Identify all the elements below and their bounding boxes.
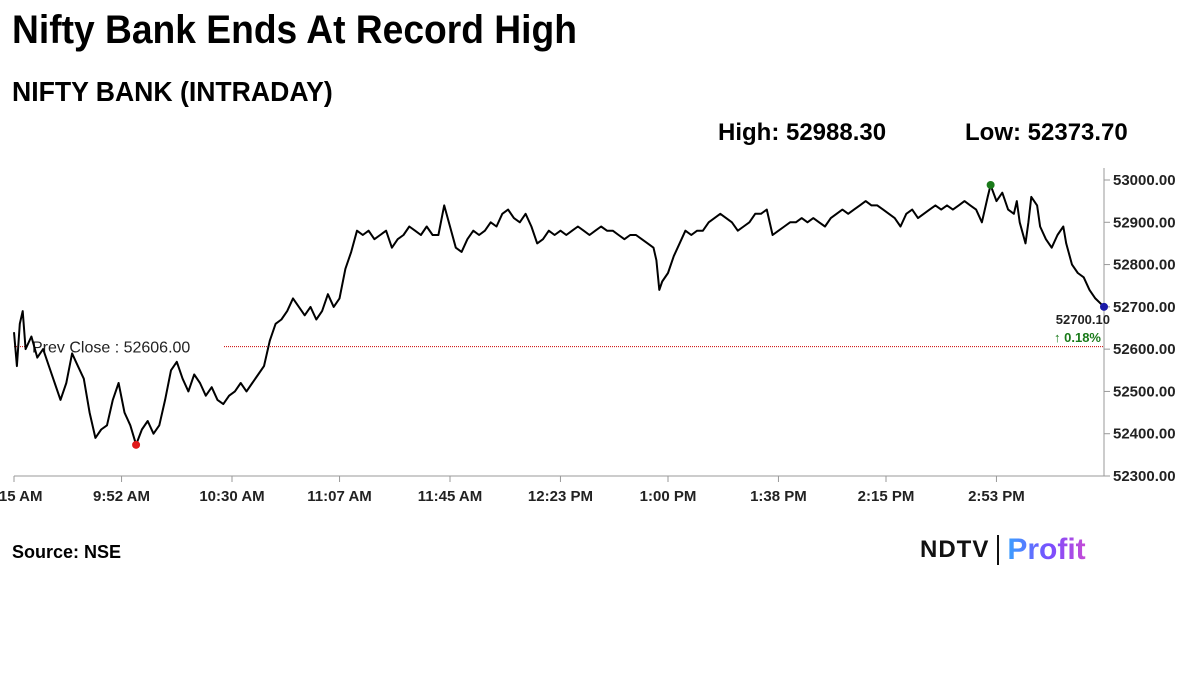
y-tick-label: 52500.00 [1113,383,1176,400]
x-tick-label: 1:38 PM [750,488,807,505]
y-tick-label: 52300.00 [1113,468,1176,485]
x-tick-label: 12:23 PM [528,488,593,505]
x-tick-label: 10:30 AM [199,488,264,505]
source-note: Source: NSE [12,542,122,562]
logo-divider [997,535,1000,565]
last-marker [1100,302,1108,311]
x-tick-label: 9:52 AM [93,488,150,505]
x-tick-label: 2:53 PM [968,488,1025,505]
y-tick-label: 52900.00 [1113,214,1176,231]
x-axis-ticks: 9:15 AM 9:52 AM 10:30 AM 11:07 AM 11:45 AM 12… [0,476,1025,505]
y-tick-label: 52800.00 [1113,257,1176,274]
price-line [13,184,1105,446]
y-tick-label: 52400.00 [1113,426,1176,443]
low-marker [132,440,141,449]
prev-close-label-background [28,335,224,357]
x-tick-label: 11:07 AM [307,488,371,505]
high-stat: High: 52988.30 [718,119,887,146]
high-marker [986,180,995,189]
y-axis-ticks: 53000.00 52900.00 52800.00 52700.00 52600.00… [1104,172,1176,485]
chart-subtitle: NIFTY BANK (INTRADAY) [12,76,333,107]
x-tick-label: 9:15 AM [0,488,42,505]
low-stat: Low: 52373.70 [965,119,1128,146]
x-tick-label: 1:00 PM [640,488,697,505]
last-change-label: ↑ 0.18% [1054,330,1101,345]
y-tick-label: 52600.00 [1113,341,1176,358]
ndtv-profit-logo: NDTV Profit [920,532,1086,568]
last-value-label: 52700.10 [1056,312,1110,327]
page-title: Nifty Bank Ends At Record High [12,8,577,52]
x-tick-label: 11:45 AM [418,488,482,505]
prev-close-label: Prev Close : 52606.00 [32,340,190,357]
y-tick-label: 52700.00 [1113,299,1176,316]
logo-ndtv-text: NDTV [920,536,990,563]
y-tick-label: 53000.00 [1113,172,1176,189]
logo-profit-text: Profit [1007,533,1086,566]
x-tick-label: 2:15 PM [858,488,915,505]
